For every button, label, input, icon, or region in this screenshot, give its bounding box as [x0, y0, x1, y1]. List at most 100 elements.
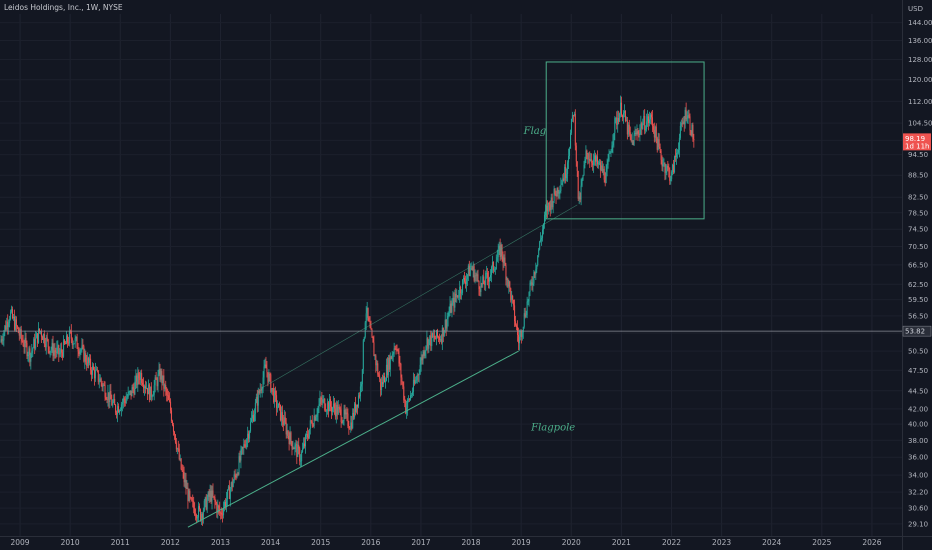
candle — [670, 178, 672, 181]
candle — [84, 353, 86, 362]
candle — [160, 371, 162, 380]
candle — [547, 202, 549, 212]
candle — [447, 315, 449, 319]
candle — [247, 433, 249, 440]
candle — [411, 391, 413, 395]
candle — [234, 474, 236, 476]
candle — [28, 348, 30, 355]
candle — [237, 473, 239, 475]
flagpole-lower-trendline[interactable] — [187, 350, 519, 528]
candle — [344, 409, 346, 415]
candle — [317, 407, 319, 415]
candle — [42, 334, 44, 340]
candle — [562, 178, 564, 183]
candle — [187, 487, 189, 501]
candle — [691, 124, 693, 136]
candle — [38, 328, 40, 343]
candle — [111, 399, 113, 406]
candle — [367, 307, 369, 318]
candle — [366, 307, 368, 314]
candle — [182, 470, 184, 472]
x-tick-label: 2011 — [111, 538, 130, 547]
candle — [600, 165, 602, 171]
candle — [17, 327, 19, 333]
candle — [255, 396, 257, 403]
candle — [614, 118, 616, 134]
flagpole-upper-trendline[interactable] — [262, 204, 578, 388]
candle — [655, 126, 657, 139]
candle — [62, 352, 64, 357]
candle — [271, 388, 273, 392]
y-tick-label: 50.50 — [908, 348, 928, 356]
candle — [455, 293, 457, 298]
y-tick-label: 44.50 — [908, 387, 928, 395]
candle — [437, 330, 439, 337]
candle — [666, 165, 668, 171]
candle — [512, 295, 514, 301]
candle — [326, 410, 328, 412]
candle — [502, 256, 504, 263]
candle — [377, 363, 379, 375]
candle — [514, 305, 516, 322]
candle — [310, 420, 312, 422]
candle — [483, 276, 485, 284]
candle — [136, 375, 138, 386]
candle — [135, 375, 137, 382]
candle — [354, 403, 356, 418]
candle — [683, 121, 685, 125]
candle — [616, 117, 618, 126]
candle — [624, 111, 626, 121]
candle — [374, 355, 376, 357]
candle — [693, 138, 695, 141]
candle — [133, 388, 135, 395]
candle — [652, 126, 654, 130]
candle — [225, 501, 226, 507]
candle — [438, 337, 440, 341]
x-tick-label: 2021 — [612, 538, 631, 547]
candle — [560, 184, 562, 191]
candle — [14, 319, 16, 330]
candle — [309, 420, 311, 429]
candle — [316, 414, 318, 417]
candle — [169, 399, 171, 402]
candle — [262, 377, 264, 389]
candle — [30, 353, 32, 362]
candle — [518, 336, 520, 344]
candle — [358, 395, 360, 397]
candle — [524, 313, 526, 317]
candle — [275, 390, 277, 396]
candle — [165, 385, 167, 390]
candle — [117, 406, 119, 415]
candle — [231, 482, 233, 487]
candle — [461, 292, 463, 294]
candle — [364, 322, 366, 338]
candle — [157, 374, 159, 387]
candle — [507, 278, 509, 287]
candle — [467, 265, 469, 275]
candle — [284, 417, 286, 423]
candle — [648, 116, 650, 124]
candle — [410, 395, 412, 400]
candle — [602, 168, 604, 173]
flag-box[interactable] — [545, 61, 705, 220]
candle — [276, 395, 278, 408]
candle — [357, 404, 359, 407]
x-tick-label: 2016 — [361, 538, 380, 547]
candle — [152, 394, 154, 397]
hline-price-tag — [902, 325, 932, 337]
candle — [478, 281, 480, 290]
candle — [224, 501, 226, 508]
candle — [357, 395, 359, 407]
candle — [356, 404, 358, 412]
candle — [667, 165, 669, 168]
candle — [208, 492, 210, 497]
candle — [439, 339, 441, 341]
candle — [384, 376, 386, 383]
last-price-tag — [903, 133, 931, 151]
y-tick-label: 34.00 — [908, 472, 928, 480]
candle — [149, 386, 151, 400]
candle — [418, 373, 420, 375]
candle — [541, 237, 543, 240]
candle — [487, 272, 489, 278]
